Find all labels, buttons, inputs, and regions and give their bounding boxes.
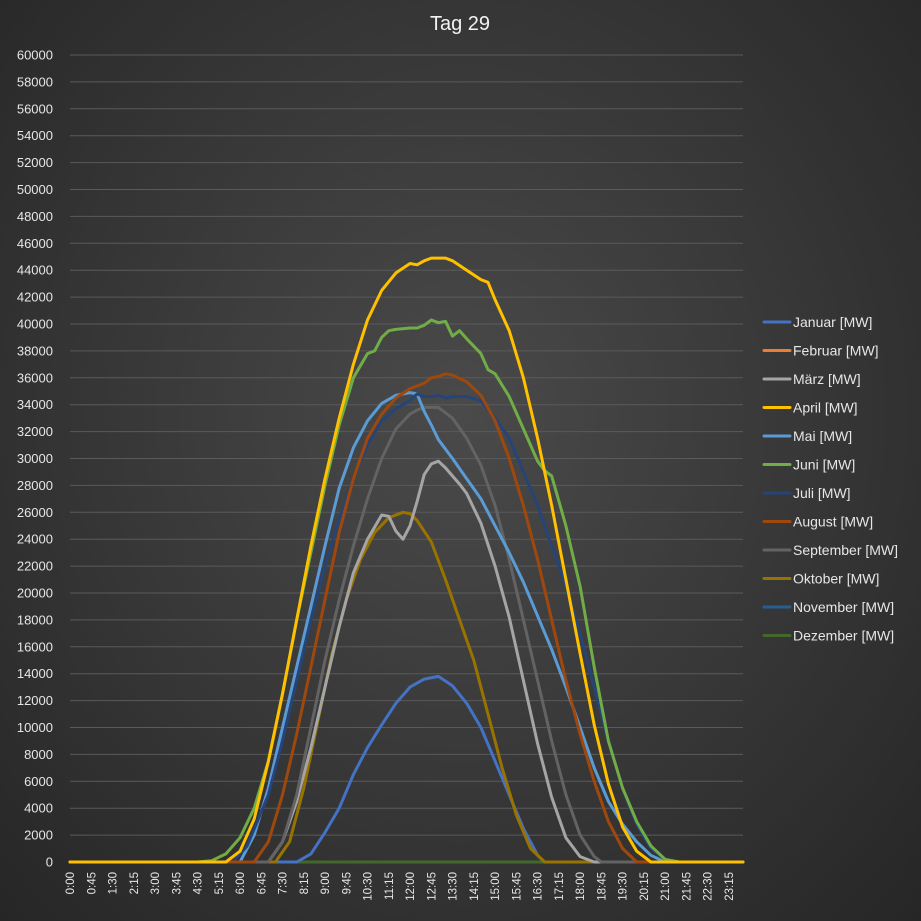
x-tick-label: 15:00	[490, 872, 502, 901]
y-tick-label: 20000	[17, 586, 53, 601]
y-tick-label: 36000	[17, 370, 53, 385]
legend-label: April [MW]	[793, 400, 858, 416]
x-tick-label: 0:00	[65, 872, 77, 894]
gridlines	[70, 54, 743, 863]
x-tick-label: 11:15	[384, 872, 396, 900]
y-tick-label: 44000	[17, 263, 53, 278]
y-tick-label: 52000	[17, 155, 53, 170]
x-tick-label: 19:30	[618, 872, 630, 901]
series-line-august	[68, 372, 745, 864]
x-tick-label: 3:45	[171, 872, 183, 894]
chart-title: Tag 29	[430, 13, 490, 35]
legend-label: Januar [MW]	[793, 314, 872, 330]
x-tick-label: 0:45	[86, 872, 98, 894]
y-tick-label: 46000	[17, 236, 53, 251]
x-tick-label: 8:15	[299, 872, 311, 894]
y-tick-label: 0	[46, 855, 53, 870]
y-tick-label: 4000	[24, 801, 53, 816]
x-tick-label: 16:30	[533, 872, 545, 901]
x-tick-label: 18:00	[575, 872, 587, 901]
series-line-oktober	[68, 510, 745, 864]
y-tick-label: 12000	[17, 693, 53, 708]
y-tick-label: 34000	[17, 397, 53, 412]
x-tick-label: 18:45	[596, 872, 608, 901]
y-tick-label: 30000	[17, 451, 53, 466]
x-tick-label: 6:45	[256, 872, 268, 894]
y-tick-label: 58000	[17, 74, 53, 89]
x-tick-label: 21:45	[681, 872, 693, 901]
y-tick-label: 50000	[17, 182, 53, 197]
y-tick-label: 26000	[17, 505, 53, 520]
x-tick-label: 12:45	[426, 872, 438, 901]
series-lines	[68, 256, 745, 864]
legend-label: August [MW]	[793, 514, 873, 530]
y-tick-label: 2000	[24, 828, 53, 843]
x-tick-label: 7:30	[278, 872, 290, 894]
x-tick-label: 9:00	[320, 872, 332, 894]
x-tick-label: 15:45	[511, 872, 523, 901]
x-tick-label: 10:30	[363, 872, 375, 901]
x-tick-label: 4:30	[193, 872, 205, 894]
y-tick-label: 16000	[17, 639, 53, 654]
x-tick-label: 2:15	[129, 872, 141, 894]
series-line-april	[68, 256, 745, 864]
x-tick-label: 17:15	[554, 872, 566, 901]
series-line-juli	[68, 392, 745, 864]
x-tick-label: 23:15	[724, 872, 736, 901]
x-tick-label: 20:15	[639, 872, 651, 901]
legend-label: September [MW]	[793, 542, 898, 558]
y-tick-label: 14000	[17, 666, 53, 681]
y-tick-label: 60000	[17, 48, 53, 63]
series-line-september	[68, 405, 745, 864]
x-axis-ticks: 0:00 0:45 1:30 2:15 3:00 3:45 4:30 5:15 6:00 6:45…	[65, 872, 736, 901]
y-tick-label: 24000	[17, 532, 53, 547]
x-tick-label: 3:00	[150, 872, 162, 894]
series-line-märz	[68, 459, 745, 864]
x-tick-label: 1:30	[108, 872, 120, 894]
y-tick-label: 54000	[17, 128, 53, 143]
y-tick-label: 22000	[17, 559, 53, 574]
x-tick-label: 12:00	[405, 872, 417, 901]
legend-label: Juli [MW]	[793, 485, 851, 501]
legend-label: Februar [MW]	[793, 343, 879, 359]
y-tick-label: 42000	[17, 290, 53, 305]
legend-label: Juni [MW]	[793, 457, 855, 473]
y-tick-label: 48000	[17, 209, 53, 224]
y-tick-label: 10000	[17, 720, 53, 735]
legend-label: Oktober [MW]	[793, 571, 879, 587]
y-tick-label: 56000	[17, 101, 53, 116]
y-tick-label: 18000	[17, 612, 53, 627]
y-tick-label: 38000	[17, 343, 53, 358]
x-tick-label: 22:30	[703, 872, 715, 901]
y-tick-label: 6000	[24, 774, 53, 789]
y-tick-label: 28000	[17, 478, 53, 493]
x-tick-label: 14:15	[469, 872, 481, 901]
legend-label: Mai [MW]	[793, 428, 852, 444]
y-axis-ticks: 0 2000 4000 6000 8000 10000 12000 14000 16000 180…	[17, 48, 53, 870]
legend: Januar [MW] Februar [MW] März [MW] April [M…	[762, 314, 898, 644]
y-tick-label: 32000	[17, 424, 53, 439]
x-tick-label: 6:00	[235, 872, 247, 894]
series-line-mai	[68, 391, 745, 864]
x-tick-label: 13:30	[448, 872, 460, 901]
y-tick-label: 8000	[24, 747, 53, 762]
x-tick-label: 9:45	[341, 872, 353, 894]
legend-label: Dezember [MW]	[793, 628, 894, 644]
x-tick-label: 5:15	[214, 872, 226, 894]
legend-label: März [MW]	[793, 371, 861, 387]
x-tick-label: 21:00	[660, 872, 672, 901]
legend-label: November [MW]	[793, 599, 894, 615]
y-tick-label: 40000	[17, 317, 53, 332]
